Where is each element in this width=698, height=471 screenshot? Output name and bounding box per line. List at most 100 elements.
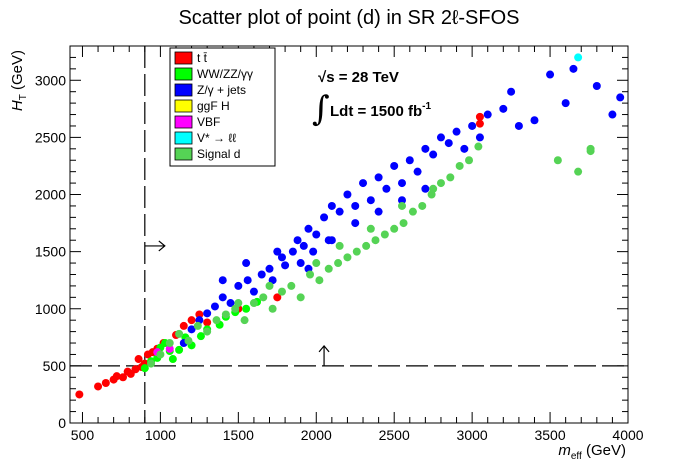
series-z-gamma-jets [179,64,625,348]
y-tick-label: 1500 [35,244,66,260]
data-point [196,332,205,341]
data-point [553,156,562,165]
legend-swatch [174,67,193,81]
data-point [287,281,296,290]
data-point [268,304,277,313]
x-axis-title-sub: eff [571,451,582,462]
data-point [277,287,286,296]
data-point [468,121,477,130]
x-tick-label: 2000 [301,427,332,443]
data-point [366,196,375,205]
data-point [446,173,455,182]
data-point [569,64,578,73]
data-point [586,144,595,153]
data-point [452,127,461,136]
data-point [366,224,375,233]
data-point [147,359,156,368]
data-point [327,236,336,245]
data-point [75,390,84,399]
scatter-points [75,53,625,399]
data-point [304,224,313,233]
data-point [277,253,286,262]
data-point [335,207,344,216]
data-point [112,372,121,381]
data-point [421,144,430,153]
data-point [390,224,399,233]
y-tick-label: 2500 [35,129,66,145]
x-tick-label: 4000 [612,427,643,443]
legend: t t̄ WW/ZZ/γγ Z/γ + jets ggF H VBF V* → ℓℓ Sig… [169,47,276,167]
x-tick-label: 1000 [145,427,176,443]
data-point [187,325,196,334]
data-point [165,339,174,348]
data-point [475,133,484,142]
data-point [234,281,243,290]
data-point [218,293,227,302]
data-point [335,241,344,250]
data-point [436,133,445,142]
data-point [221,310,230,319]
data-point [455,161,464,170]
energy-annotation: √s = 28 TeV [318,69,399,86]
lumi-annotation-sup: -1 [422,101,431,112]
data-point [306,270,315,279]
data-point [218,276,227,285]
data-point [474,142,483,151]
data-point [118,373,127,382]
data-point [288,247,297,256]
data-point [374,207,383,216]
data-point [397,201,406,210]
data-point [362,241,371,250]
data-point [374,173,383,182]
y-axis-title-sub: T [18,94,29,100]
data-point [257,270,266,279]
legend-label: VBF [197,115,220,129]
ht-cut-arrow-head [318,344,330,353]
data-point [226,299,235,308]
series-ttbar [75,112,484,399]
data-point [351,219,360,228]
data-point [608,110,617,119]
data-point [399,219,408,228]
data-point [444,139,453,148]
data-point [371,236,380,245]
legend-swatch [174,99,193,113]
data-point [168,355,177,364]
meff-cut-arrow-head [158,240,166,252]
lumi-integral-symbol: ∫ [312,89,330,129]
data-point [175,329,184,338]
x-axis-title-main: m [558,442,571,459]
data-point [397,196,406,205]
data-point [359,179,368,188]
data-point [293,236,302,245]
legend-swatch [174,51,193,65]
x-tick-label: 2500 [379,427,410,443]
legend-label: Z/γ + jets [197,83,246,97]
data-point [514,121,523,130]
data-point [475,119,484,128]
data-point [273,247,282,256]
y-axis-title-main: H [9,100,26,111]
data-point [265,264,274,273]
data-point [312,259,321,268]
legend-label: t t̄ [197,51,208,65]
data-point [312,230,321,239]
data-point [299,241,308,250]
data-point [592,81,601,90]
data-point [165,344,174,353]
legend-label: WW/ZZ/γγ [197,67,253,81]
series-v-to-ll [574,53,583,62]
data-point [405,156,414,165]
data-point [187,316,196,325]
data-point [94,382,103,391]
data-point [343,253,352,262]
data-point [296,293,305,302]
x-axis-title-unit: (GeV) [582,442,626,459]
lumi-annotation: Ldt = 1500 fb-1 [330,101,431,120]
data-point [408,207,417,216]
data-point [234,299,243,308]
data-point [352,247,361,256]
data-point [242,259,251,268]
data-point [413,167,422,176]
